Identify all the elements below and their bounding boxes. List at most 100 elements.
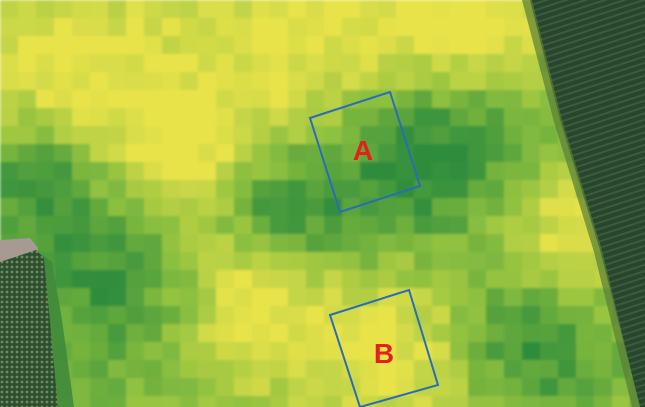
- grid-cell: [486, 198, 505, 217]
- grid-cell: [198, 144, 217, 163]
- grid-cell: [180, 36, 199, 55]
- grid-cell: [558, 252, 577, 271]
- grid-cell: [90, 180, 109, 199]
- grid-cell: [108, 324, 127, 343]
- grid-cell: [396, 234, 415, 253]
- grid-cell: [54, 198, 73, 217]
- grid-cell: [486, 54, 505, 73]
- grid-cell: [90, 36, 109, 55]
- grid-cell: [522, 234, 541, 253]
- grid-cell: [450, 198, 469, 217]
- grid-cell: [486, 306, 505, 325]
- grid-cell: [234, 252, 253, 271]
- grid-cell: [198, 36, 217, 55]
- grid-cell: [468, 396, 487, 407]
- grid-cell: [432, 252, 451, 271]
- grid-cell: [396, 360, 415, 379]
- grid-cell: [126, 324, 145, 343]
- grid-cell: [108, 162, 127, 181]
- grid-cell: [360, 216, 379, 235]
- grid-cell: [180, 234, 199, 253]
- grid-cell: [252, 396, 271, 407]
- grid-cell: [252, 144, 271, 163]
- grid-cell: [270, 270, 289, 289]
- grid-cell: [234, 234, 253, 253]
- grid-cell: [504, 396, 523, 407]
- grid-cell: [576, 288, 595, 307]
- grid-cell: [54, 90, 73, 109]
- grid-cell: [378, 198, 397, 217]
- grid-cell: [126, 234, 145, 253]
- grid-cell: [144, 90, 163, 109]
- grid-cell: [90, 162, 109, 181]
- grid-cell: [468, 198, 487, 217]
- grid-cell: [0, 0, 19, 19]
- grid-cell: [270, 144, 289, 163]
- grid-cell: [234, 288, 253, 307]
- grid-cell: [198, 378, 217, 397]
- grid-cell: [108, 54, 127, 73]
- grid-cell: [558, 342, 577, 361]
- grid-cell: [234, 342, 253, 361]
- grid-cell: [468, 306, 487, 325]
- grid-cell: [90, 108, 109, 127]
- grid-cell: [432, 18, 451, 37]
- field-boundary-shadow: [522, 0, 640, 407]
- grid-cell: [522, 126, 541, 145]
- grid-cell: [486, 216, 505, 235]
- grid-cell: [468, 90, 487, 109]
- grid-cell: [576, 378, 595, 397]
- grid-cell: [180, 306, 199, 325]
- grid-cell: [180, 0, 199, 19]
- grid-cell: [108, 396, 127, 407]
- grid-cell: [126, 342, 145, 361]
- grid-cell: [216, 144, 235, 163]
- grid-cell: [36, 126, 55, 145]
- grid-cell: [432, 324, 451, 343]
- grid-cell: [396, 396, 415, 407]
- grid-cell: [252, 36, 271, 55]
- grid-cell: [540, 360, 559, 379]
- grid-cell: [540, 216, 559, 235]
- grid-cell: [270, 0, 289, 19]
- grid-cell: [126, 198, 145, 217]
- grid-cell: [162, 288, 181, 307]
- grid-cell: [486, 18, 505, 37]
- grid-cell: [504, 306, 523, 325]
- grid-cell: [396, 72, 415, 91]
- grid-cell: [450, 0, 469, 19]
- grid-cell: [18, 216, 37, 235]
- grid-cell: [36, 216, 55, 235]
- grid-cell: [360, 0, 379, 19]
- grid-cell: [558, 378, 577, 397]
- grid-cell: [504, 36, 523, 55]
- grid-cell: [432, 342, 451, 361]
- grid-cell: [360, 396, 379, 407]
- grid-cell: [378, 360, 397, 379]
- grid-cell: [216, 126, 235, 145]
- grid-cell: [342, 234, 361, 253]
- grid-cell: [324, 342, 343, 361]
- grid-cell: [540, 198, 559, 217]
- grid-cell: [216, 216, 235, 235]
- grid-cell: [468, 162, 487, 181]
- grid-cell: [180, 180, 199, 199]
- grid-cell: [324, 252, 343, 271]
- grid-cell: [108, 306, 127, 325]
- grid-cell: [450, 126, 469, 145]
- grid-cell: [378, 324, 397, 343]
- grid-cell: [522, 306, 541, 325]
- grid-cell: [90, 396, 109, 407]
- grid-cell: [378, 306, 397, 325]
- grid-cell: [180, 90, 199, 109]
- grid-cell: [450, 234, 469, 253]
- grid-cell: [90, 144, 109, 163]
- grid-cell: [594, 396, 613, 407]
- grid-cell: [90, 378, 109, 397]
- grid-cell: [0, 144, 19, 163]
- grid-cell: [288, 288, 307, 307]
- grid-cell: [0, 216, 19, 235]
- grid-cell: [54, 108, 73, 127]
